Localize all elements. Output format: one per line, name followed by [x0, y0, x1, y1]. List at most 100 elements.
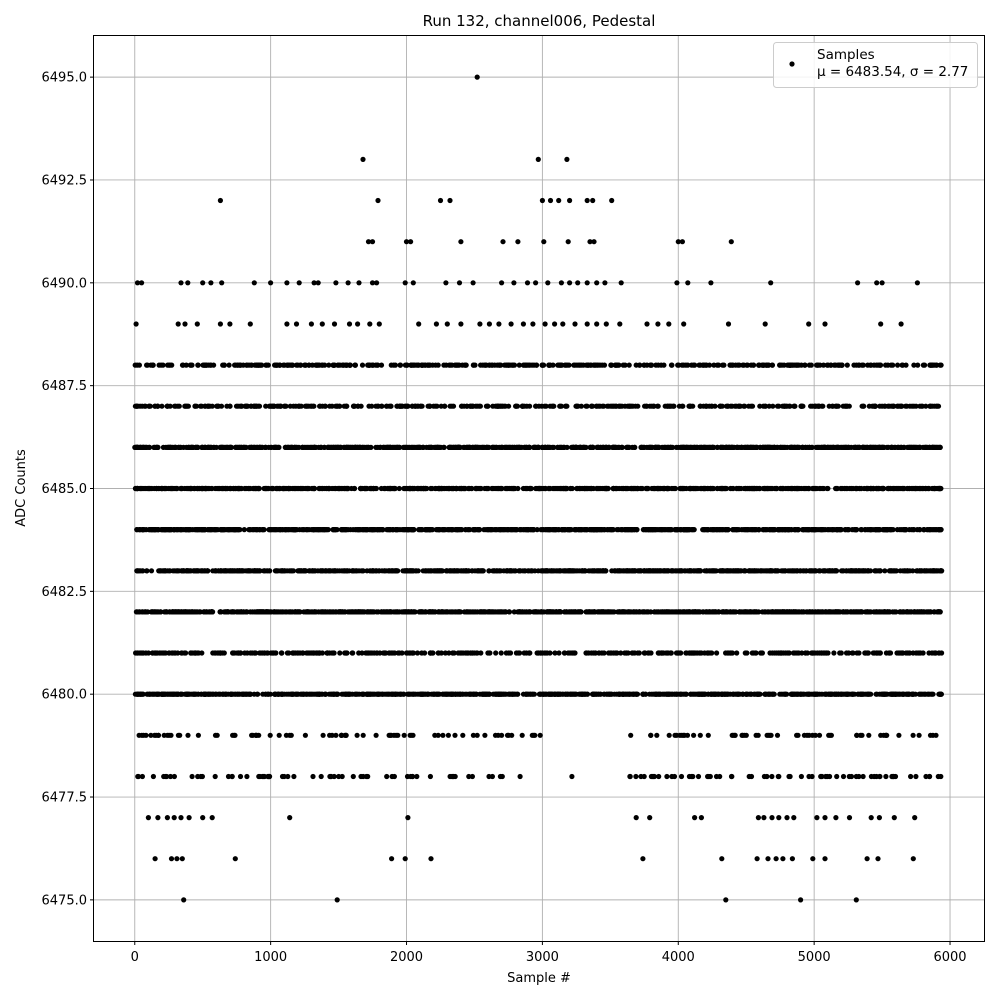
- sample-point: [134, 280, 141, 286]
- sample-point: [743, 444, 749, 450]
- sample-point: [378, 485, 384, 492]
- sample-point: [535, 156, 541, 162]
- sample-point: [311, 280, 317, 286]
- sample-point: [215, 568, 221, 574]
- sample-point: [584, 280, 590, 286]
- sample-point: [485, 527, 491, 533]
- sample-point: [172, 403, 178, 409]
- sample-point: [369, 239, 376, 245]
- sample-point: [224, 403, 230, 409]
- sample-point: [195, 362, 201, 368]
- sample-point: [449, 403, 455, 409]
- sample-point: [526, 444, 533, 450]
- sample-point: [551, 403, 557, 409]
- sample-point: [582, 568, 588, 574]
- sample-point: [808, 362, 814, 368]
- sample-point: [603, 321, 609, 327]
- sample-point: [263, 403, 269, 409]
- sample-point: [473, 403, 479, 409]
- sample-point: [324, 527, 330, 533]
- sample-point: [146, 485, 152, 492]
- sample-point: [740, 362, 746, 368]
- sample-point: [769, 485, 775, 492]
- sample-point: [844, 485, 850, 492]
- sample-point: [937, 527, 943, 533]
- sample-point: [185, 444, 191, 450]
- sample-point: [352, 403, 358, 409]
- sample-point: [185, 280, 191, 286]
- sample-point: [458, 321, 464, 327]
- sample-point: [812, 403, 818, 409]
- sample-point: [315, 280, 321, 286]
- sample-point: [454, 362, 460, 368]
- sample-point: [176, 568, 182, 574]
- sample-point: [611, 444, 617, 450]
- sample-point: [871, 403, 877, 409]
- sample-point: [674, 280, 680, 286]
- sample-point: [902, 527, 908, 533]
- sample-point: [834, 403, 840, 409]
- sample-point: [782, 527, 789, 533]
- sample-point: [761, 362, 767, 368]
- sample-point: [358, 403, 364, 409]
- sample-point: [885, 485, 892, 492]
- sample-point: [648, 527, 654, 533]
- sample-point: [901, 444, 907, 450]
- sample-point: [279, 568, 285, 574]
- sample-point: [558, 403, 565, 409]
- sample-point: [882, 568, 888, 574]
- sample-point: [657, 485, 663, 492]
- sample-point: [494, 485, 500, 492]
- sample-point: [711, 362, 717, 368]
- sample-point: [638, 568, 644, 574]
- sample-point: [489, 485, 495, 492]
- sample-point: [885, 527, 891, 533]
- sample-point: [635, 403, 641, 409]
- sample-point: [356, 280, 362, 286]
- sample-point: [814, 485, 820, 492]
- sample-point: [903, 568, 909, 574]
- sample-point: [562, 403, 569, 409]
- sample-point: [175, 321, 181, 327]
- sample-point: [302, 362, 308, 368]
- sample-point: [858, 485, 864, 492]
- sample-point: [331, 321, 338, 327]
- sample-point: [735, 362, 741, 368]
- sample-point: [889, 568, 895, 574]
- sample-point: [667, 403, 673, 409]
- sample-point: [268, 280, 274, 286]
- sample-point: [708, 444, 714, 450]
- sample-point: [133, 321, 139, 327]
- sample-point: [409, 444, 415, 450]
- sample-point: [147, 403, 153, 409]
- sample-point: [919, 403, 925, 409]
- sample-point: [825, 444, 831, 450]
- sample-point: [135, 568, 141, 574]
- sample-point: [442, 485, 448, 492]
- sample-point: [308, 321, 314, 327]
- sample-point: [330, 527, 336, 533]
- sample-point: [572, 321, 578, 327]
- sample-point: [587, 239, 593, 245]
- sample-point: [697, 403, 704, 409]
- sample-point: [227, 321, 233, 327]
- sample-point: [217, 197, 223, 204]
- sample-point: [520, 485, 527, 492]
- sample-point: [283, 527, 289, 533]
- sample-point: [909, 527, 915, 533]
- sample-point: [556, 197, 562, 204]
- sample-point: [591, 527, 597, 533]
- sample-point: [480, 362, 486, 368]
- sample-point: [370, 568, 376, 574]
- sample-point: [641, 362, 647, 368]
- sample-point: [360, 156, 366, 162]
- sample-point: [261, 527, 267, 533]
- sample-point: [855, 280, 861, 286]
- sample-point: [588, 403, 595, 409]
- sample-point: [526, 362, 532, 368]
- sample-point: [650, 403, 657, 409]
- sample-point: [446, 444, 452, 450]
- sample-point: [500, 527, 507, 533]
- sample-point: [404, 403, 410, 409]
- sample-point: [613, 362, 619, 368]
